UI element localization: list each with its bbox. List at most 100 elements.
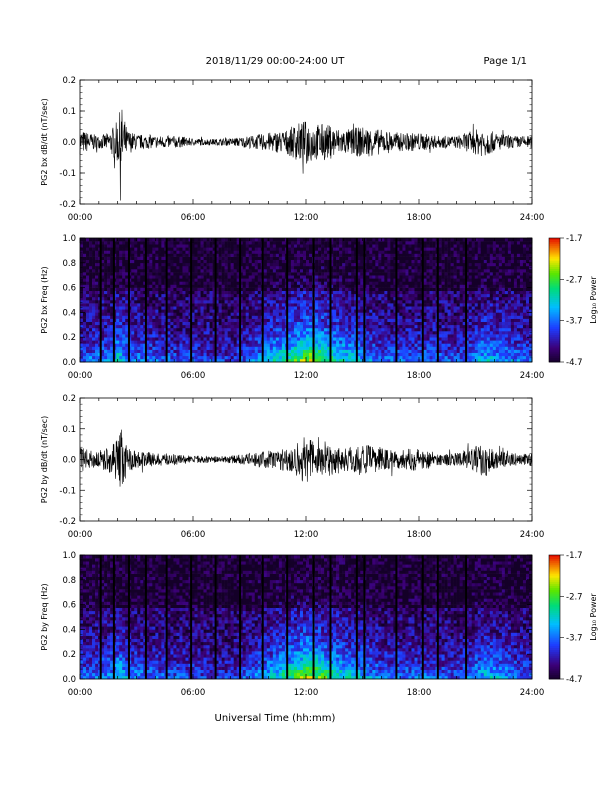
spectrogram-cell [161,250,165,254]
spectrogram-cell [321,312,325,316]
spectrogram-cell [122,337,126,341]
spectrogram-cell [152,247,156,251]
spectrogram-cell [89,318,93,322]
spectrogram-cell [230,340,234,344]
spectrogram-cell [293,318,298,322]
spectrogram-cell [360,321,364,326]
spectrogram-cell [302,275,307,279]
spectrogram-cell [197,250,201,254]
spectrogram-cell [405,324,409,329]
spectrogram-cell [206,278,210,282]
spectrogram-cell [269,253,274,257]
spectrogram-cell [432,272,436,276]
spectrogram-cell [89,309,93,313]
spectrogram-cell [179,265,183,270]
spectrogram-cell [89,272,93,276]
spectrogram-cell [215,312,219,316]
spectrogram-cell [444,355,448,360]
spectrogram-cell [321,358,325,363]
spectrogram-cell [378,278,382,282]
spectrogram-cell [152,334,156,338]
spectrogram-cell [324,358,328,363]
spectrogram-cell [248,281,253,285]
spectrogram-cell [324,324,328,329]
spectrogram-cell [293,296,298,301]
spectrogram-cell [83,327,87,332]
spectrogram-cell [402,278,406,282]
spectrogram-cell [161,272,165,276]
spectrogram-cell [224,275,228,279]
spectrogram-cell [110,238,114,242]
spectrogram-cell [95,300,99,304]
spectrogram-cell [348,337,352,341]
spectrogram-cell [293,352,298,357]
spectrogram-cell [227,352,231,357]
spectrogram-cell [357,331,361,335]
spectrogram-cell [324,287,328,291]
spectrogram-cell [152,256,156,260]
spectrogram-cell [324,272,328,276]
spectrogram-cell [275,259,280,264]
spectrogram-cell [200,275,204,279]
spectrogram-cell [296,306,301,310]
spectrogram-cell [203,355,207,360]
spectrogram-cell [360,250,364,254]
spectrogram-cell [339,355,343,360]
spectrogram-cell [339,253,343,257]
spectrogram-cell [423,303,427,307]
spectrogram-cell [306,318,310,322]
spectrogram-cell [230,303,234,307]
spectrogram-cell [296,253,301,257]
spectrogram-cell [324,262,328,267]
spectrogram-cell [309,269,313,273]
spectrogram-cell [360,269,364,273]
spectrogram-cell [296,300,301,304]
spectrogram-cell [191,324,195,329]
spectrogram-cell [426,281,430,285]
spectrogram-cell [275,278,280,282]
spectrogram-cell [336,253,340,257]
spectrogram-cell [375,287,379,291]
spectrogram-cell [161,337,165,341]
spectrogram-cell [185,303,189,307]
spectrogram-cell [236,241,240,245]
spectrogram-cell [176,250,180,254]
spectrogram-cell [281,272,286,276]
spectrogram-cell [224,349,228,353]
spectrogram-cell [384,275,388,279]
spectrogram-cell [125,275,129,279]
spectrogram-cell [423,352,427,357]
spectrogram-panel-1: 00:00 06:00 12:00 18:00 24:001.00.80.60.40.2… [40,234,598,381]
spectrogram-cell [179,284,183,288]
spectrogram-cell [272,265,277,270]
spectrogram-cell [287,340,292,344]
spectrogram-cell [306,352,310,357]
spectrogram-cell [173,334,177,338]
spectrogram-cell [429,256,433,260]
spectrogram-cell [209,312,213,316]
spectrogram-cell [137,300,141,304]
spectrogram-cell [272,244,277,248]
spectrogram-cell [92,284,96,288]
spectrogram-cell [218,287,222,291]
spectrogram-cell [218,312,222,316]
spectrogram-cell [242,324,247,329]
spectrogram-cell [257,309,262,313]
spectrogram-cell [134,337,138,341]
spectrogram-cell [441,315,445,319]
spectrogram-cell [414,315,418,319]
spectrogram-cell [239,262,244,267]
spectrogram-cell [185,244,189,248]
spectrogram-cell [80,247,84,251]
spectrogram-cell [176,303,180,307]
spectrogram-cell [134,327,138,332]
spectrogram-cell [399,321,403,326]
spectrogram-cell [351,293,355,298]
spectrogram-cell [176,256,180,260]
spectrogram-cell [125,343,129,347]
spectrogram-cell [206,287,210,291]
spectrogram-cell [369,334,373,338]
spectrogram-cell [179,303,183,307]
spectrogram-cell [387,309,391,313]
spectrogram-cell [158,358,162,363]
